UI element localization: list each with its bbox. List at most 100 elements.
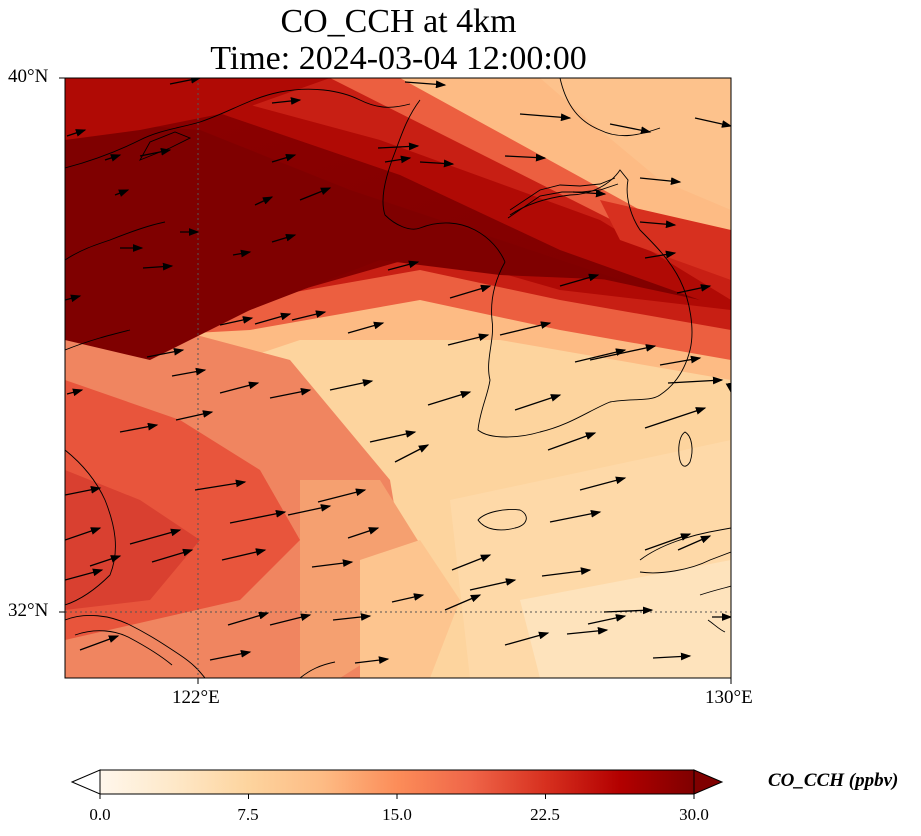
- colorbar-tick-label: 22.5: [530, 805, 560, 824]
- wind-vector: [146, 347, 185, 358]
- wind-vector: [384, 155, 412, 164]
- wind-vectors: [65, 78, 731, 664]
- wind-vector: [652, 652, 692, 661]
- wind-vector: [644, 407, 707, 429]
- wind-vector: [287, 504, 332, 516]
- wind-vector: [169, 78, 202, 85]
- wind-vector: [447, 333, 490, 346]
- wind-vector: [65, 527, 102, 541]
- wind-vector: [559, 273, 600, 287]
- wind-vector: [139, 147, 172, 157]
- map-title: CO_CCH at 4km: [280, 3, 517, 40]
- wind-vector: [271, 233, 297, 243]
- wind-vector: [609, 123, 652, 135]
- wind-vector: [676, 284, 712, 294]
- wind-vector: [65, 568, 104, 581]
- wind-vector: [387, 260, 420, 271]
- wind-vector: [347, 321, 385, 334]
- colorbar-label: CO_CCH (ppbv): [768, 770, 899, 791]
- gridlines: [65, 78, 731, 678]
- wind-vector: [227, 611, 270, 626]
- wind-vector: [79, 635, 120, 651]
- wind-vector: [677, 535, 712, 551]
- wind-vector: [354, 656, 390, 664]
- wind-vector: [549, 509, 602, 523]
- wind-vector: [219, 316, 254, 326]
- wind-vector: [499, 321, 552, 336]
- wind-vector: [603, 606, 654, 615]
- wind-vector: [451, 554, 492, 571]
- wind-vector: [514, 394, 562, 411]
- wind-vector: [299, 187, 332, 201]
- lon-tick-label: 130°E: [705, 687, 753, 708]
- co-concentration-field: [65, 78, 731, 678]
- wind-vector: [504, 631, 550, 646]
- wind-vector: [65, 485, 102, 496]
- wind-vector: [65, 294, 82, 303]
- wind-vector: [89, 555, 122, 567]
- wind-vector: [271, 153, 297, 163]
- wind-vector: [667, 376, 724, 385]
- wind-vector: [504, 153, 547, 162]
- wind-vector: [142, 262, 174, 271]
- wind-vector: [209, 649, 252, 661]
- wind-vector: [547, 432, 597, 451]
- wind-vector: [427, 390, 472, 406]
- colorbar: [70, 769, 724, 799]
- wind-vector: [175, 410, 214, 421]
- lat-tick-label: 32°N: [8, 600, 49, 621]
- wind-vector: [404, 80, 447, 89]
- wind-vector: [254, 196, 274, 206]
- wind-vector: [114, 189, 130, 197]
- colorbar-tick-label: 0.0: [89, 805, 111, 824]
- wind-vector: [291, 310, 327, 321]
- wind-vector: [644, 533, 692, 551]
- wind-vector: [449, 284, 492, 299]
- lat-tick-label: 40°N: [8, 66, 49, 87]
- wind-vector: [519, 113, 572, 122]
- colorbar-tick-label: 7.5: [237, 805, 259, 824]
- wind-vector: [659, 355, 702, 366]
- wind-vector: [66, 388, 84, 397]
- wind-vector: [419, 159, 455, 168]
- wind-vector: [232, 249, 252, 258]
- wind-vector: [391, 593, 425, 603]
- wind-vector: [269, 387, 312, 399]
- wind-vector: [377, 142, 420, 151]
- wind-vector: [171, 367, 207, 377]
- wind-vector: [119, 422, 159, 433]
- wind-vector: [66, 129, 87, 137]
- wind-vector: [572, 189, 607, 198]
- wind-vector: [219, 381, 260, 394]
- wind-vector: [639, 220, 677, 229]
- colorbar-tick-label: 15.0: [382, 805, 412, 824]
- wind-vector: [694, 117, 731, 128]
- wind-vector: [104, 154, 122, 162]
- wind-vector: [541, 567, 592, 577]
- wind-vector: [394, 444, 430, 463]
- lon-tick-label: 122°E: [172, 687, 220, 708]
- wind-vector: [639, 177, 682, 185]
- wind-vector: [317, 488, 367, 503]
- wind-vector: [332, 613, 372, 621]
- wind-vector: [579, 476, 627, 491]
- wind-vector: [566, 627, 609, 635]
- map-frame: [64, 77, 732, 679]
- wind-vector: [347, 527, 380, 539]
- wind-vector: [589, 344, 657, 361]
- wind-vector: [229, 509, 287, 524]
- wind-vector: [194, 479, 247, 491]
- wind-vector: [369, 430, 417, 443]
- wind-vector: [644, 250, 677, 259]
- wind-vector: [311, 559, 354, 568]
- wind-vector: [151, 548, 194, 563]
- map-time-title: Time: 2024-03-04 12:00:00: [210, 40, 587, 77]
- wind-vector: [271, 97, 302, 105]
- wind-vector: [329, 379, 374, 391]
- colorbar-tick-label: 30.0: [679, 805, 709, 824]
- wind-vector: [129, 528, 182, 545]
- wind-vector: [269, 613, 312, 626]
- wind-vector: [574, 348, 627, 363]
- wind-vector: [221, 548, 267, 561]
